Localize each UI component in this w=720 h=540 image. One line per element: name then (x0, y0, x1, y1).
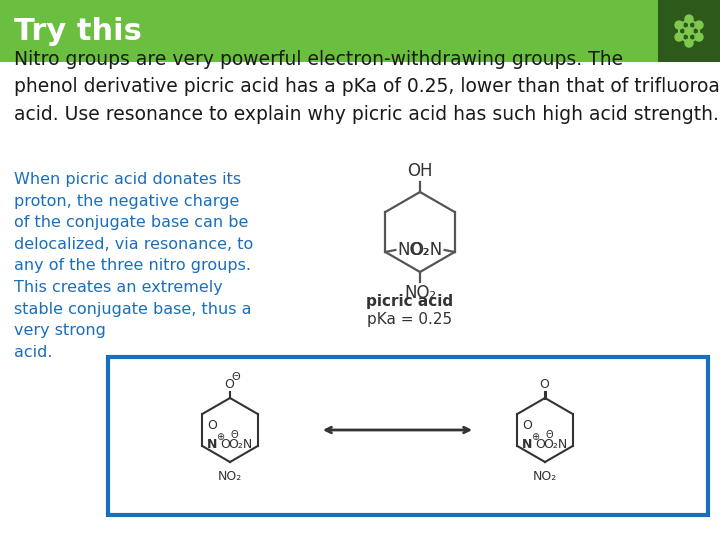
Text: O₂N: O₂N (544, 437, 567, 450)
Circle shape (695, 33, 703, 41)
Text: picric acid: picric acid (366, 294, 454, 309)
Bar (0, 0, 720, 62)
Text: O: O (220, 437, 230, 450)
Bar (108, 357, 708, 515)
Text: O: O (539, 378, 549, 391)
Text: OH: OH (408, 162, 433, 180)
Text: NO₂: NO₂ (404, 284, 436, 302)
Circle shape (675, 21, 683, 29)
Text: O: O (522, 419, 532, 432)
Circle shape (675, 33, 683, 41)
Text: ⊕: ⊕ (216, 432, 225, 442)
Circle shape (685, 15, 693, 23)
Text: N: N (207, 437, 217, 450)
Text: ⊕: ⊕ (531, 432, 539, 442)
Bar (658, 0, 720, 62)
Text: Θ: Θ (230, 430, 238, 440)
Circle shape (695, 21, 703, 29)
Text: pKa = 0.25: pKa = 0.25 (367, 312, 453, 327)
Text: When picric acid donates its
proton, the negative charge
of the conjugate base c: When picric acid donates its proton, the… (14, 172, 253, 360)
Text: NO₂: NO₂ (218, 470, 242, 483)
Text: O₂N: O₂N (228, 437, 253, 450)
Circle shape (685, 39, 693, 47)
Text: O₂N: O₂N (410, 241, 443, 259)
Text: Θ: Θ (545, 430, 553, 440)
Text: Nitro groups are very powerful electron-withdrawing groups. The
phenol derivativ: Nitro groups are very powerful electron-… (14, 50, 720, 124)
Text: Try this: Try this (14, 17, 142, 45)
Text: NO₂: NO₂ (533, 470, 557, 483)
Text: O: O (207, 419, 217, 432)
Text: N: N (522, 437, 533, 450)
Text: NO₂: NO₂ (397, 241, 430, 259)
Text: O: O (535, 437, 545, 450)
Text: Θ: Θ (232, 372, 240, 382)
Circle shape (685, 27, 693, 35)
Text: O: O (224, 378, 234, 391)
